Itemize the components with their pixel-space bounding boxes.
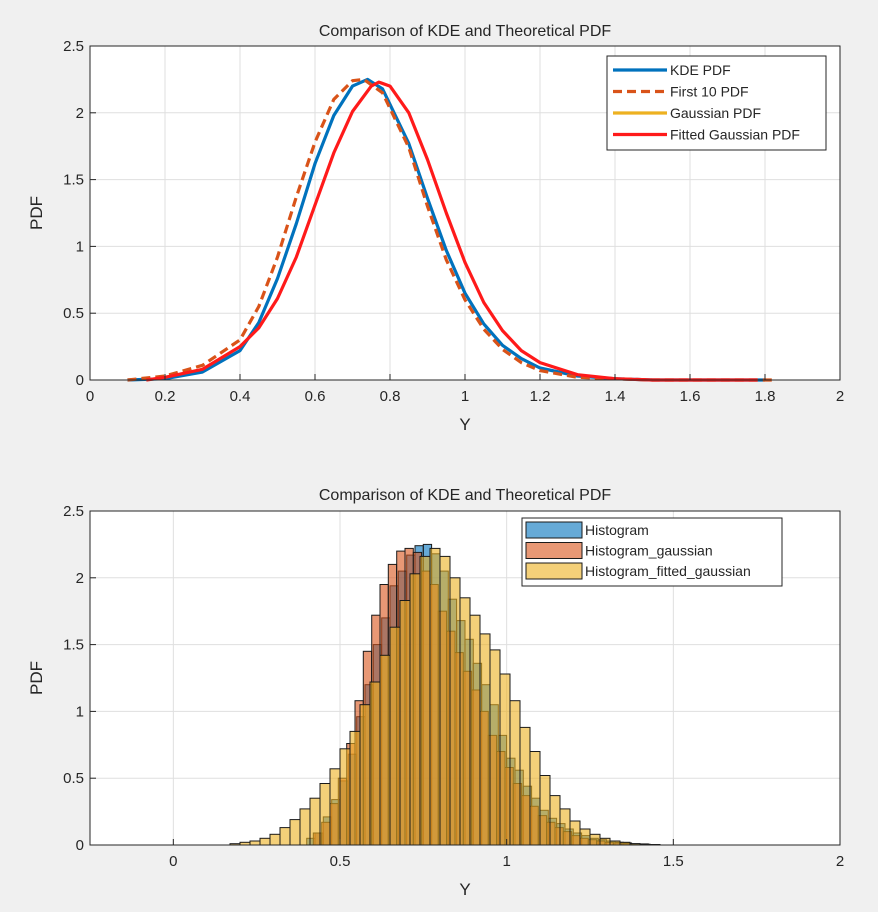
- legend-label: Histogram_fitted_gaussian: [585, 563, 751, 579]
- histogram-bar: [409, 573, 421, 846]
- chart-title: Comparison of KDE and Theoretical PDF: [319, 487, 612, 504]
- histogram-bar: [419, 555, 431, 846]
- legend-label: Fitted Gaussian PDF: [670, 127, 800, 143]
- y-tick-label: 2.5: [63, 38, 84, 55]
- y-tick-label: 1: [76, 238, 84, 255]
- histogram-bar: [359, 704, 371, 846]
- histogram-bar: [529, 751, 541, 846]
- histogram-bar: [309, 797, 321, 846]
- y-tick-label: 1.5: [63, 637, 84, 654]
- histogram-bar: [609, 840, 621, 846]
- y-tick-label: 2: [76, 570, 84, 587]
- legend: KDE PDF First 10 PDF Gaussian PDF Fitted Ga…: [606, 55, 827, 151]
- histogram-bar: [449, 577, 461, 846]
- legend-label: Histogram_gaussian: [585, 543, 713, 559]
- x-tick-label: 1.4: [605, 388, 626, 405]
- x-tick-label: 0: [169, 853, 177, 870]
- x-tick-label: 1.6: [680, 388, 701, 405]
- histogram-bar: [349, 730, 361, 846]
- histogram-bar: [579, 828, 591, 846]
- y-tick-label: 0: [76, 372, 84, 389]
- y-tick-label: 0.5: [63, 305, 84, 322]
- histogram-bar: [399, 600, 411, 846]
- series-line-first-10-pdf: [127, 77, 773, 382]
- x-tick-label: 1.5: [663, 853, 684, 870]
- y-tick-label: 2.5: [63, 503, 84, 520]
- histogram-bar: [569, 820, 581, 846]
- histogram-bar: [389, 626, 401, 846]
- chart-1: 0 0.2 0.4 0.6 0.8 1 1.2 1.4 1.6 1.8 2 0 0.5 1 1.5 2 2.5 C…: [27, 23, 844, 434]
- axes-box: [89, 510, 841, 846]
- histogram-bar: [429, 547, 441, 846]
- histogram-bar: [539, 775, 551, 846]
- histogram-bar: [439, 555, 451, 846]
- histogram-bar: [339, 748, 351, 846]
- histogram-bar: [469, 614, 481, 846]
- x-tick-label: 0.5: [330, 853, 351, 870]
- legend-swatch: [525, 521, 583, 539]
- histogram-bar: [519, 726, 531, 846]
- y-tick-label: 0.5: [63, 770, 84, 787]
- x-axis-label: Y: [459, 415, 470, 434]
- x-tick-label: 0.8: [380, 388, 401, 405]
- y-tick-label: 2: [76, 105, 84, 122]
- x-tick-label: 1: [461, 388, 469, 405]
- y-tick-label: 1.5: [63, 172, 84, 189]
- histogram-bar: [369, 681, 381, 846]
- legend-label: Histogram: [585, 522, 649, 538]
- histogram-bar: [299, 808, 311, 846]
- x-tick-label: 0: [86, 388, 94, 405]
- histogram-bar: [379, 654, 391, 846]
- histogram-bar: [599, 837, 611, 846]
- histogram-bar: [589, 833, 601, 846]
- chart-title: Comparison of KDE and Theoretical PDF: [319, 23, 612, 40]
- chart-2: 0 0.5 1 1.5 2 0 0.5 1 1.5 2 2.5 Comparison of KDE a…: [27, 487, 844, 899]
- histogram-bar: [549, 795, 561, 846]
- legend: Histogram Histogram_gaussian Histogram_fit…: [521, 517, 783, 587]
- y-tick-label: 1: [76, 703, 84, 720]
- x-tick-label: 0.4: [230, 388, 251, 405]
- histogram-bar: [489, 649, 501, 846]
- x-tick-label: 1: [502, 853, 510, 870]
- histogram-bar: [329, 768, 341, 846]
- histogram-bar: [279, 827, 291, 846]
- histogram-bar: [479, 633, 491, 846]
- histogram-bar: [499, 673, 511, 846]
- x-tick-label: 1.8: [755, 388, 776, 405]
- series-line-fitted-gaussian-pdf: [146, 80, 758, 382]
- legend-label: Gaussian PDF: [670, 105, 761, 121]
- x-tick-label: 2: [836, 388, 844, 405]
- histogram-bar: [559, 808, 571, 846]
- x-tick-label: 2: [836, 853, 844, 870]
- histogram-bar: [269, 833, 281, 846]
- legend-swatch: [525, 542, 583, 559]
- histogram-bar: [459, 597, 471, 846]
- legend-label: First 10 PDF: [670, 84, 749, 100]
- y-axis-label: PDF: [27, 196, 46, 230]
- histogram-bar: [249, 840, 261, 846]
- x-tick-label: 1.2: [530, 388, 551, 405]
- histogram-bar: [289, 819, 301, 846]
- histogram-bar: [509, 700, 521, 846]
- legend-swatch: [525, 562, 583, 580]
- y-axis-label: PDF: [27, 661, 46, 695]
- legend-label: KDE PDF: [670, 62, 731, 78]
- x-tick-label: 0.6: [305, 388, 326, 405]
- x-axis-label: Y: [459, 880, 470, 899]
- y-tick-label: 0: [76, 837, 84, 854]
- histogram-bar: [259, 837, 271, 846]
- histogram-bar: [319, 783, 331, 846]
- x-tick-label: 0.2: [155, 388, 176, 405]
